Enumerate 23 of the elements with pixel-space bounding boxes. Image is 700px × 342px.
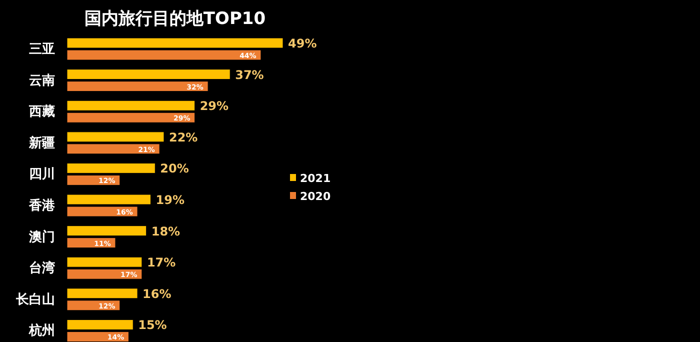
y-tick-label: 三亚 [29, 42, 55, 57]
data-label: 37% [235, 68, 264, 82]
data-label: 29% [200, 99, 229, 114]
legend-label: 2021 [300, 172, 331, 185]
y-tick-label: 西藏 [28, 104, 55, 120]
data-label: 17% [146, 256, 176, 270]
data-label: 49% [288, 36, 317, 50]
y-tick-label: 台湾 [29, 260, 55, 276]
y-tick-label: 香港 [28, 198, 56, 214]
data-label: 19% [156, 193, 184, 207]
y-tick-label: 新疆 [28, 134, 55, 151]
legend-label: 2020 [300, 190, 331, 203]
y-tick-label: 四川 [29, 167, 55, 182]
y-tick-label: 长白山 [15, 292, 55, 308]
y-tick-label: 澳门 [28, 228, 55, 245]
y-tick-label: 云南 [29, 73, 55, 88]
data-label: 22% [168, 130, 198, 144]
data-label: 18% [151, 224, 180, 238]
chart-title: 国内旅行目的地TOP10 [84, 9, 266, 29]
data-label: 15% [138, 318, 167, 332]
data-label: 20% [160, 162, 189, 176]
y-tick-label: 杭州 [28, 322, 55, 339]
data-label: 16% [142, 286, 172, 301]
